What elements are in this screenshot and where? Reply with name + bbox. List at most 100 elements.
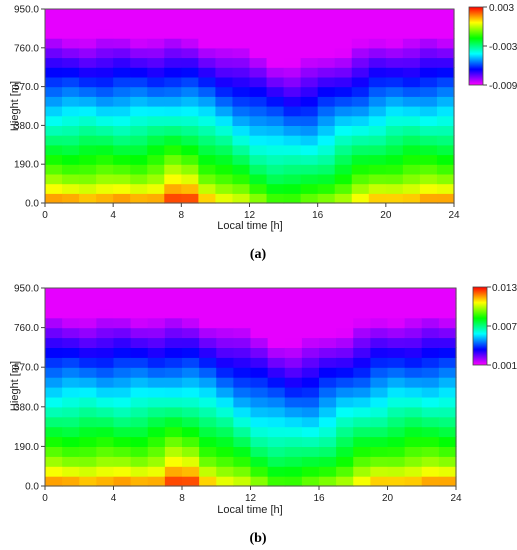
heatmap-cell <box>334 9 353 20</box>
heatmap-cell <box>284 337 303 348</box>
x-tick-label: 0 <box>42 210 48 221</box>
heatmap-cell <box>319 288 337 299</box>
heatmap-cell <box>199 377 217 388</box>
heatmap-cell <box>96 115 114 126</box>
heatmap-cell <box>436 28 455 39</box>
heatmap-cell <box>45 173 63 185</box>
heatmap-cell <box>45 406 63 418</box>
heatmap-cell <box>319 396 337 408</box>
heatmap-cell <box>267 357 286 368</box>
heatmap-cell <box>351 125 370 136</box>
heatmap-cell <box>266 193 285 204</box>
heatmap-cell <box>45 47 63 59</box>
heatmap-cell <box>79 416 97 428</box>
heatmap-cell <box>216 396 234 408</box>
heatmap-cell <box>198 76 217 88</box>
heatmap-cell <box>317 18 336 29</box>
heatmap-cell <box>370 327 389 339</box>
heatmap-cell <box>284 357 303 368</box>
heatmap-cell <box>232 125 251 136</box>
heatmap-cell <box>402 38 421 49</box>
heatmap-cell <box>301 337 320 348</box>
heatmap-cell <box>96 367 115 378</box>
heatmap-cell <box>199 396 217 408</box>
heatmap-cell <box>438 347 457 358</box>
heatmap-cell <box>96 96 114 107</box>
heatmap-cell <box>216 377 234 388</box>
heatmap-cell <box>164 106 182 117</box>
heatmap-cell <box>301 317 320 329</box>
heatmap-cell <box>283 144 302 156</box>
heatmap-cell <box>147 416 166 428</box>
heatmap-cell <box>353 416 371 428</box>
heatmap-cell <box>353 436 371 447</box>
heatmap-cell <box>182 288 200 299</box>
heatmap-cell <box>216 416 234 428</box>
heatmap-cell <box>62 327 80 339</box>
heatmap-cell <box>216 446 234 457</box>
heatmap-cell <box>370 406 389 418</box>
heatmap-cell <box>232 164 251 175</box>
heatmap-cell <box>319 466 337 477</box>
heatmap-cell <box>351 28 370 39</box>
heatmap-cell <box>436 164 455 175</box>
heatmap-cell <box>419 28 438 39</box>
heatmap-cell <box>404 347 423 358</box>
heatmap-cell <box>336 416 354 428</box>
heatmap-cell <box>267 367 286 378</box>
heatmap-cell <box>182 337 200 348</box>
heatmap-cell <box>351 9 370 20</box>
heatmap-cell <box>130 76 148 88</box>
heatmap-cell <box>249 57 268 68</box>
heatmap-cell <box>300 18 319 29</box>
heatmap-cell <box>62 9 80 20</box>
heatmap-cell <box>199 387 217 398</box>
y-ticks-a: 0.0 190.0 380.0 570.0 760.0 950.0 <box>14 5 45 210</box>
heatmap-cell <box>419 173 438 185</box>
heatmap-cell <box>45 466 63 477</box>
heatmap-cell <box>232 28 251 39</box>
heatmap-cell <box>45 18 63 29</box>
heatmap-cell <box>283 125 302 136</box>
heatmap-cell <box>249 144 268 156</box>
heatmap-cell <box>79 193 97 204</box>
heatmap-cell <box>182 307 200 319</box>
heatmap-cell <box>96 125 114 136</box>
heatmap-cell <box>199 327 217 339</box>
heatmap-cell <box>301 436 320 447</box>
heatmap-cell <box>164 317 183 329</box>
heatmap-cell <box>301 357 320 368</box>
heatmap-cell <box>62 183 80 194</box>
heatmap-cell <box>216 288 234 299</box>
heatmap-cell <box>45 396 63 408</box>
heatmap-cell <box>45 347 63 358</box>
heatmap-cell <box>164 154 182 165</box>
heatmap-cell <box>96 387 115 398</box>
heatmap-cell <box>113 76 131 88</box>
heatmap-cell <box>419 9 438 20</box>
heatmap-cell <box>199 436 217 447</box>
heatmap-cell <box>130 28 148 39</box>
heatmap-cell <box>300 47 319 59</box>
heatmap-cell <box>147 288 166 299</box>
heatmap-cell <box>404 426 423 438</box>
heatmap-cell <box>300 164 319 175</box>
heatmap-cell <box>45 416 63 428</box>
heatmap-cell <box>113 357 132 368</box>
heatmap-cell <box>267 456 286 467</box>
heatmap-cell <box>368 86 387 97</box>
heatmap-cell <box>113 154 131 165</box>
heatmap-cell <box>370 476 389 487</box>
heatmap-cell <box>267 327 286 339</box>
heatmap-cell <box>266 125 285 136</box>
heatmap-cell <box>387 377 406 388</box>
heatmap-cell <box>62 28 80 39</box>
heatmap-cell <box>419 47 438 59</box>
heatmap-cell <box>164 297 183 309</box>
heatmap-cell <box>199 456 217 467</box>
heatmap-cell <box>233 416 252 428</box>
heatmap-cell <box>199 367 217 378</box>
heatmap-cell <box>164 347 183 358</box>
heatmap-cell <box>419 193 438 204</box>
heatmap-cell <box>404 436 423 447</box>
